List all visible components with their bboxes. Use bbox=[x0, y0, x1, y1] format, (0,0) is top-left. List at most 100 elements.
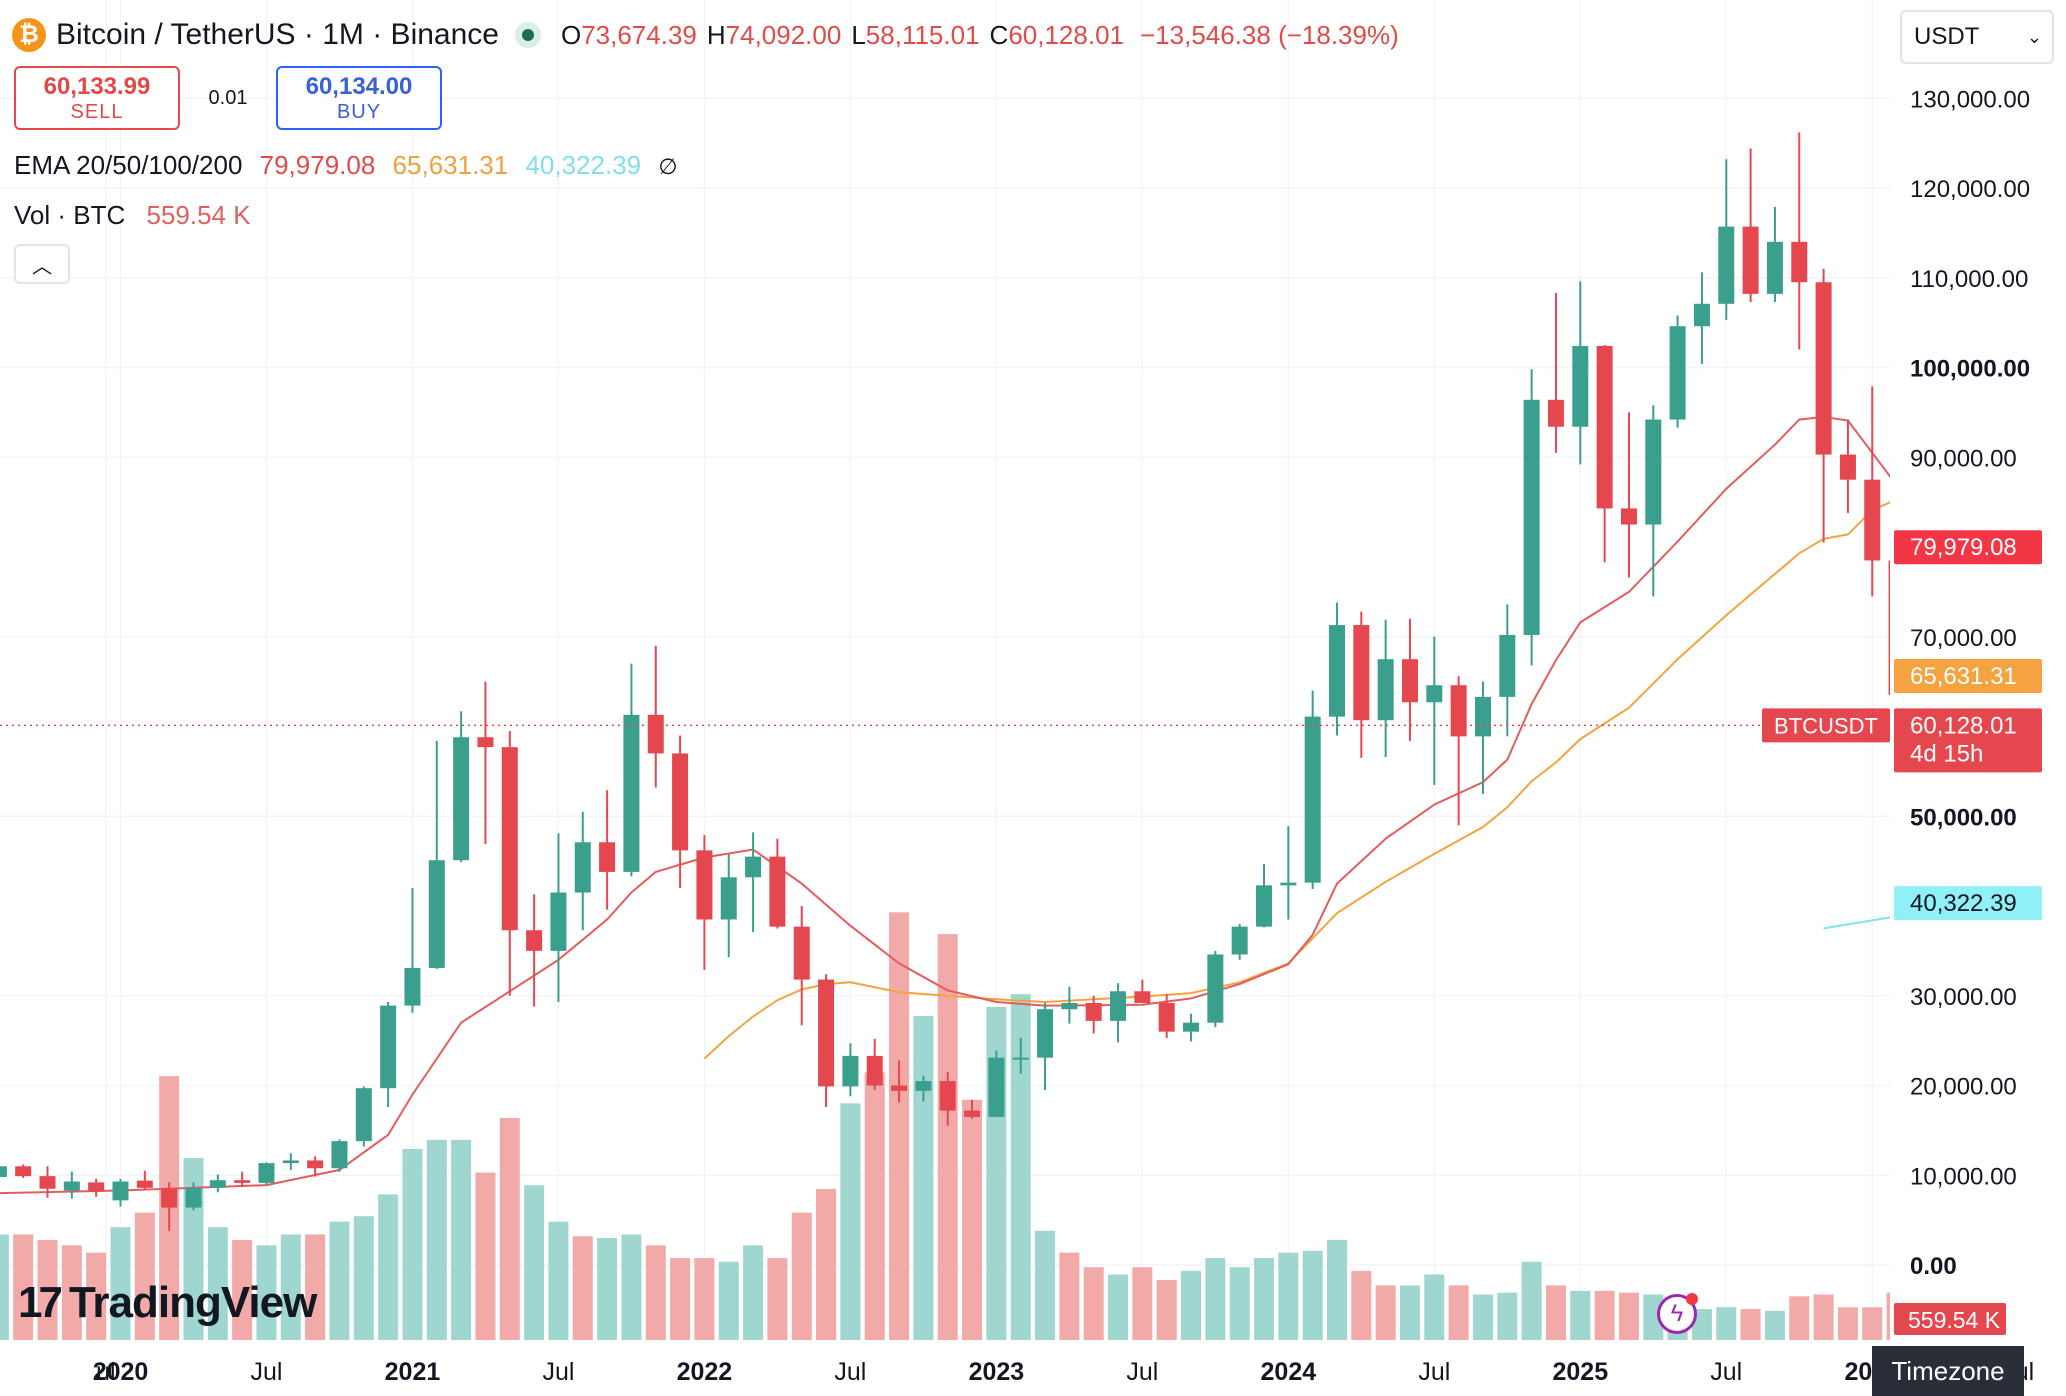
candle bbox=[258, 1162, 275, 1185]
candle bbox=[1037, 1002, 1054, 1090]
candle bbox=[331, 1139, 348, 1172]
candle bbox=[1231, 923, 1248, 960]
candle bbox=[1474, 681, 1491, 794]
x-tick-label: Jul bbox=[1418, 1358, 1450, 1386]
volume-bar bbox=[1278, 1252, 1299, 1340]
candle bbox=[720, 853, 737, 958]
candle bbox=[1693, 272, 1710, 364]
volume-bar bbox=[305, 1234, 326, 1340]
sell-price: 60,133.99 bbox=[43, 73, 151, 100]
volume-bar bbox=[1302, 1250, 1323, 1340]
candle bbox=[1353, 611, 1370, 758]
candle-body bbox=[428, 860, 445, 968]
ema50-value: 65,631.31 bbox=[392, 150, 509, 180]
last-price-tag-countdown: 4d 15h bbox=[1910, 740, 1983, 767]
candle-body bbox=[672, 753, 689, 851]
volume-bar bbox=[1399, 1285, 1420, 1340]
candle-body bbox=[818, 979, 835, 1087]
x-tick-label: Jul bbox=[542, 1358, 574, 1386]
volume-bar bbox=[329, 1221, 350, 1340]
candle bbox=[112, 1178, 129, 1207]
candle-body bbox=[1815, 282, 1832, 455]
candle bbox=[1377, 619, 1394, 758]
symbol-title[interactable]: Bitcoin / TetherUS · 1M · Binance bbox=[56, 18, 499, 51]
candle-body bbox=[769, 856, 786, 927]
volume-bar bbox=[1083, 1267, 1104, 1340]
buy-price: 60,134.00 bbox=[305, 73, 413, 100]
symbol-tag: BTCUSDT bbox=[1774, 713, 1878, 738]
candle bbox=[1183, 1013, 1200, 1042]
candle bbox=[209, 1174, 226, 1193]
volume-bar bbox=[1813, 1294, 1834, 1340]
currency-selector[interactable]: USDT ⌄ bbox=[1900, 10, 2054, 64]
volume-legend[interactable]: Vol · BTC 559.54 K bbox=[14, 200, 251, 231]
x-tick-label: 2024 bbox=[1261, 1358, 1317, 1386]
candle-body bbox=[526, 930, 543, 951]
candle bbox=[185, 1182, 202, 1211]
volume-tag-bg bbox=[1894, 1303, 2006, 1335]
candle bbox=[915, 1075, 932, 1102]
candle-body bbox=[1645, 419, 1662, 525]
volume-bar bbox=[0, 1234, 9, 1340]
candle bbox=[501, 730, 518, 996]
candle-body bbox=[939, 1081, 956, 1111]
x-tick-label: 2022 bbox=[677, 1358, 733, 1386]
x-tick-label: ul bbox=[96, 1358, 115, 1386]
volume-bar bbox=[353, 1216, 374, 1340]
candle bbox=[1110, 983, 1127, 1043]
volume-bar bbox=[1424, 1274, 1445, 1340]
candle bbox=[404, 888, 421, 1013]
candle-body bbox=[209, 1180, 226, 1188]
volume-bar bbox=[110, 1227, 131, 1340]
buy-button[interactable]: 60,134.00 BUY bbox=[276, 66, 442, 130]
candle bbox=[0, 1166, 7, 1178]
volume-bar bbox=[718, 1261, 739, 1340]
x-tick-label: 2023 bbox=[969, 1358, 1025, 1386]
volume-bar bbox=[86, 1252, 107, 1340]
candle bbox=[1450, 676, 1467, 826]
volume-bar bbox=[1497, 1292, 1518, 1340]
volume-bar bbox=[134, 1212, 155, 1340]
candle-body bbox=[891, 1085, 908, 1091]
candle bbox=[1669, 315, 1686, 428]
volume-bar bbox=[597, 1238, 618, 1340]
candle bbox=[526, 894, 543, 1007]
ohlc-open: O73,674.39 bbox=[560, 19, 697, 50]
candle-body bbox=[1693, 303, 1710, 327]
ema50-price-tag-bg bbox=[1894, 658, 2042, 693]
ohlc-close: C60,128.01 bbox=[989, 19, 1124, 50]
x-tick-label: Jul bbox=[834, 1358, 866, 1386]
y-tick-label: 0.00 bbox=[1910, 1253, 1957, 1280]
collapse-legend-button[interactable]: ︿ bbox=[14, 244, 70, 284]
volume-bar bbox=[1375, 1285, 1396, 1340]
candle-body bbox=[234, 1180, 251, 1183]
logo-text: TradingView bbox=[68, 1278, 317, 1327]
y-tick-label: 50,000.00 bbox=[1910, 804, 2017, 831]
ema-legend[interactable]: EMA 20/50/100/200 79,979.08 65,631.31 40… bbox=[14, 150, 688, 181]
candle-body bbox=[1037, 1009, 1054, 1058]
candle bbox=[282, 1153, 299, 1170]
candle-body bbox=[1669, 326, 1686, 420]
ema200-value: ∅ bbox=[658, 154, 678, 179]
lightning-icon[interactable]: ϟ bbox=[1657, 1293, 1698, 1334]
volume-bar bbox=[37, 1239, 58, 1340]
timezone-button[interactable]: Timezone bbox=[1872, 1346, 2024, 1396]
candle bbox=[88, 1178, 105, 1197]
candle bbox=[1499, 604, 1516, 737]
candle-body bbox=[39, 1176, 56, 1189]
candle bbox=[1012, 1037, 1029, 1074]
bitcoin-icon[interactable]: ₿ bbox=[12, 18, 46, 52]
volume-bar bbox=[572, 1236, 593, 1340]
volume-bar bbox=[1010, 994, 1031, 1340]
candle-body bbox=[282, 1160, 299, 1164]
sell-button[interactable]: 60,133.99 SELL bbox=[14, 66, 180, 130]
y-tick-label: 90,000.00 bbox=[1910, 445, 2017, 472]
candle-body bbox=[1231, 926, 1248, 955]
ohlc-high: H74,092.00 bbox=[706, 19, 842, 50]
candle-body bbox=[1450, 685, 1467, 737]
candle bbox=[672, 735, 689, 889]
candle bbox=[1158, 993, 1175, 1038]
ema20-price-tag: 79,979.08 bbox=[1910, 534, 2017, 561]
candle bbox=[1718, 159, 1735, 320]
